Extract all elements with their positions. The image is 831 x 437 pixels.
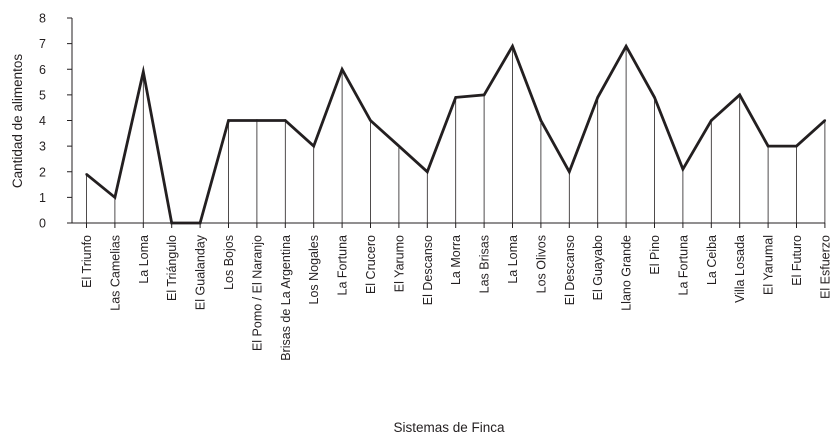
x-tick-label: Las Brisas <box>478 235 492 293</box>
x-tick-label: El Gualanday <box>194 234 208 310</box>
data-point <box>142 70 145 74</box>
x-tick-label: El Crucero <box>364 235 378 294</box>
data-point <box>482 93 486 97</box>
y-axis: 0 1 2 3 4 5 6 7 8 <box>39 12 73 231</box>
data-point <box>369 119 372 122</box>
x-tick-label: El Descanso <box>563 235 577 305</box>
y-tick-label: 2 <box>39 165 46 179</box>
y-tick-label: 8 <box>39 12 46 26</box>
data-point <box>227 119 230 122</box>
x-tick-label: La Morra <box>449 235 463 285</box>
x-axis-title: Sistemas de Finca <box>393 420 505 435</box>
x-tick-label: El Pomo / El Naranjo <box>250 235 264 351</box>
x-tick-label: Las Camelias <box>108 235 122 311</box>
data-point <box>681 167 685 171</box>
x-tick-label: El Yarumo <box>392 235 406 292</box>
data-point <box>624 44 628 48</box>
x-tick-label: El Descanso <box>421 235 435 305</box>
data-point <box>284 119 287 122</box>
x-tick-label: La Fortuna <box>336 235 350 296</box>
x-tick-label: La Loma <box>506 235 520 284</box>
x-tick-label: Los Nogales <box>307 235 321 305</box>
data-point <box>823 119 827 122</box>
data-point <box>738 93 741 97</box>
data-point <box>312 144 315 148</box>
data-point <box>596 96 599 99</box>
x-tick-label: El Esfuerzo <box>818 235 831 299</box>
x-axis: El Triunfo Las Camelias La Loma El Triángul… <box>72 222 831 361</box>
data-point <box>795 144 798 148</box>
data-point <box>113 196 117 199</box>
data-point <box>539 119 543 122</box>
data-point <box>170 221 173 225</box>
data-point <box>710 119 713 122</box>
data-point <box>568 170 571 173</box>
x-tick-label: El Pino <box>648 235 662 275</box>
data-point <box>454 96 457 99</box>
data-point <box>85 173 88 176</box>
data-point <box>397 144 401 148</box>
x-tick-label: Villa Losada <box>733 235 747 303</box>
data-point <box>255 119 259 122</box>
y-tick-label: 6 <box>39 63 46 77</box>
x-tick-label: El Guayabo <box>591 235 605 300</box>
series-line-group <box>85 42 827 225</box>
x-tick-label: Brisas de La Argentina <box>279 235 293 361</box>
x-tick-label: La Fortuna <box>676 235 690 296</box>
data-point <box>766 144 770 148</box>
data-point <box>653 96 656 99</box>
x-tick-label: El Yarumal <box>762 235 776 295</box>
y-tick-label: 7 <box>39 37 46 51</box>
x-tick-label: El Triunfo <box>80 235 94 288</box>
data-point <box>198 221 202 225</box>
x-tick-label: Los Bojos <box>222 235 236 290</box>
y-tick-label: 5 <box>39 88 46 102</box>
x-tick-label: La Loma <box>137 235 151 284</box>
y-tick-label: 3 <box>39 140 46 154</box>
data-point <box>511 44 514 48</box>
x-tick-label: Llano Grande <box>620 235 634 311</box>
x-tick-label: El Futuro <box>790 235 804 286</box>
y-tick-label: 0 <box>39 217 46 231</box>
data-point <box>426 170 429 173</box>
x-tick-label: El Triángulo <box>165 235 179 301</box>
y-tick-label: 1 <box>39 191 46 205</box>
data-point <box>340 68 344 71</box>
x-tick-label: Los Olivos <box>534 235 548 293</box>
x-tick-label: La Ceiba <box>705 235 719 285</box>
y-tick-label: 4 <box>39 114 46 128</box>
drop-lines <box>86 46 826 223</box>
y-axis-title: Cantidad de alimentos <box>10 54 25 189</box>
